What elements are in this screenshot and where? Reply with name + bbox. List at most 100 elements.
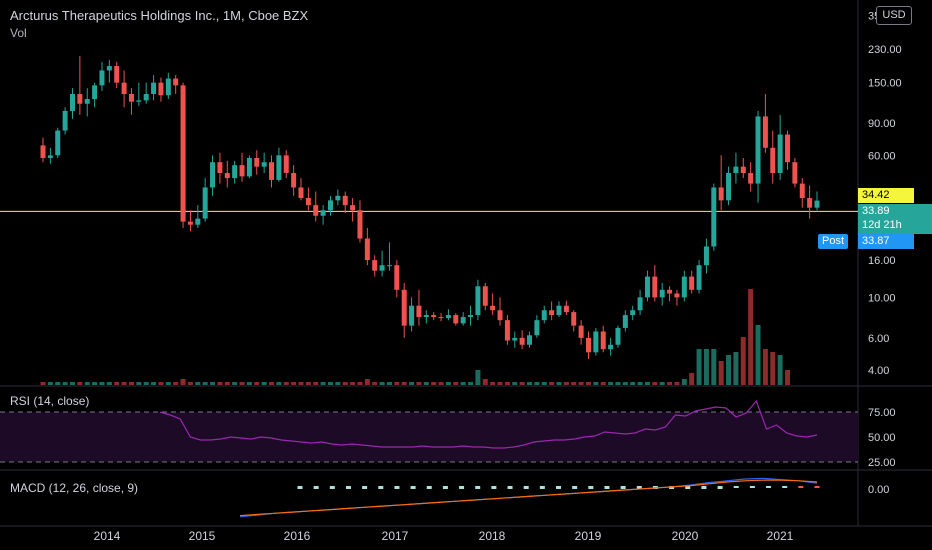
volume-bar [246,382,252,385]
macd-histogram-bar [717,486,723,489]
macd-histogram-bar [749,486,755,488]
volume-bar [667,382,673,385]
volume-bar [696,349,702,385]
rsi-tick-label: 50.00 [868,432,896,444]
chart-title: Arcturus Therapeutics Holdings Inc., 1M,… [10,8,309,23]
candle-body [143,94,149,101]
candle-body [401,289,407,326]
candle-body [232,165,238,179]
macd-histogram-bar [491,486,497,489]
candle-body [740,166,746,174]
volume-bar [379,382,385,385]
candle-body [327,200,333,211]
volume-bar [578,382,584,385]
macd-histogram-bar [362,486,368,489]
macd-histogram-bar [507,486,513,489]
volume-bar [652,382,658,385]
price-tick-label: 10.00 [868,292,896,304]
volume-bar [283,382,289,385]
macd-histogram-bar [669,486,675,489]
candle-body [158,82,164,96]
candle-body [173,78,179,86]
candle-body [151,82,157,95]
volume-bar [121,382,127,385]
volume-bar [195,382,201,385]
rsi-tick-label: 25.00 [868,457,896,469]
candle-body [246,158,252,177]
currency-button[interactable]: USD [876,6,912,25]
macd-histogram-bar [459,486,465,489]
candle-body [40,145,46,159]
volume-bar [490,382,496,385]
volume-bar [409,382,415,385]
candle-body [711,187,717,247]
volume-label: Vol [10,26,27,40]
volume-bar [276,382,282,385]
candle-body [313,205,319,216]
macd-histogram-bar [604,486,610,489]
price-tick-label: 60.00 [868,150,896,162]
candle-body [165,78,171,96]
volume-bar [622,382,628,385]
candle-body [770,147,776,174]
candle-body [608,344,614,350]
candle-body [549,310,555,316]
volume-bar [357,382,363,385]
post-label-tag: Post [818,234,849,249]
candle-body [644,276,650,298]
macd-histogram-bar [297,486,303,489]
volume-bar [777,355,783,385]
volume-bar [608,382,614,385]
macd-histogram-bar [378,486,384,489]
candle-body [637,297,643,311]
volume-bar [534,382,540,385]
price-tick-label: 90.00 [868,118,896,130]
candle-body [703,246,709,266]
volume-bar [350,382,356,385]
volume-bar [217,382,223,385]
candle-body [630,310,636,316]
candle-body [777,134,783,174]
candle-body [681,276,687,298]
macd-tick-label: 0.00 [868,484,889,496]
time-tick-label: 2015 [189,529,216,543]
price-tick-label: 4.00 [868,365,889,377]
candle-body [291,173,297,188]
volume-bar [438,382,444,385]
volume-bar [504,382,510,385]
candle-body [217,162,223,174]
candle-body [674,293,680,298]
macd-histogram-bar [798,486,804,488]
candle-body [504,320,510,341]
volume-bar [151,382,157,385]
candle-body [254,158,260,167]
macd-histogram-bar [329,486,335,489]
volume-bar [703,349,709,385]
macd-histogram-bar [313,486,319,489]
candle-body [556,305,562,316]
candle-body [468,315,474,318]
macd-histogram-bar [636,486,642,489]
candle-body [431,315,437,318]
last-price-value: 33.89 [862,205,890,217]
candle-body [47,155,53,159]
volume-bar [136,382,142,385]
candle-body [785,134,791,163]
candle-body [748,173,754,184]
candle-body [372,260,378,271]
candle-body [350,205,356,211]
volume-bar [187,382,193,385]
volume-bar [335,382,341,385]
candle-body [283,155,289,174]
candle-body [600,331,606,350]
macd-histogram-bar [685,486,691,489]
candle-body [615,327,621,345]
volume-bar [585,382,591,385]
candle-body [527,335,533,345]
volume-bar [364,379,370,385]
candle-body [394,265,400,290]
volume-bar [689,373,695,385]
candle-body [512,337,518,341]
candle-body [667,289,673,294]
